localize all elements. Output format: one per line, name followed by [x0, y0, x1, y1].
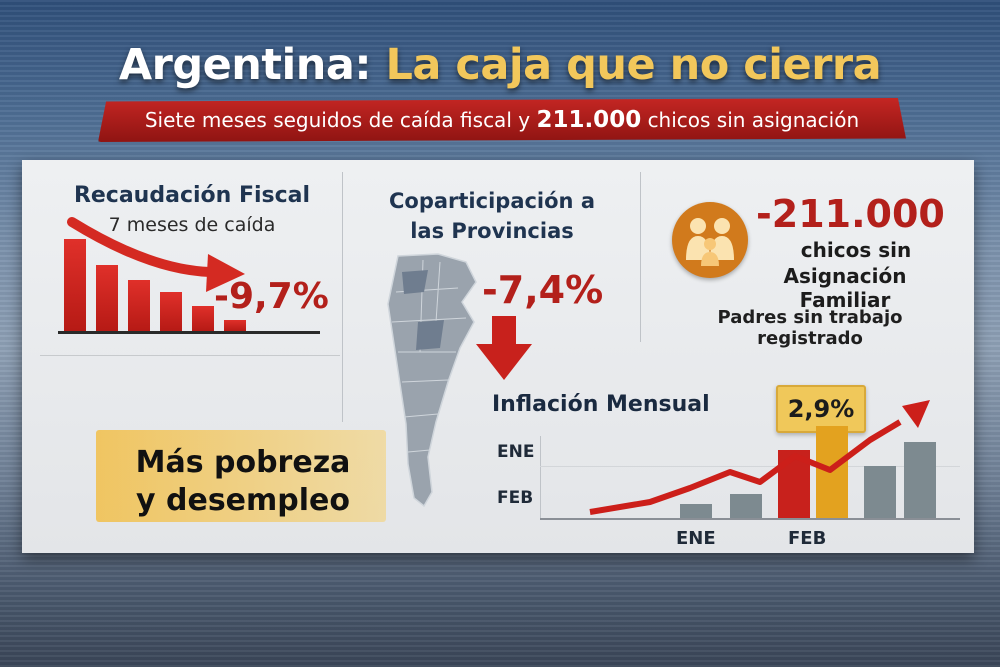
subtitle-pre: Siete meses seguidos de caída fiscal y: [144, 108, 531, 132]
chart-xtick-2: FEB: [788, 528, 827, 549]
subtitle-number: 211.000: [536, 107, 642, 133]
subtitle-banner: [98, 98, 906, 142]
chart-trend-arrowhead: [902, 400, 930, 428]
chart-highlight-badge: [776, 385, 866, 433]
recaudacion-bar: [224, 320, 246, 331]
chart-xtick-1: ENE: [676, 528, 716, 549]
asignacion-line1: chicos sin: [800, 238, 912, 262]
coparticipacion-title-line1: Coparticipación a: [389, 189, 595, 213]
coparticipacion-title: Coparticipación a las Provincias: [358, 186, 626, 246]
chart-gridline: [540, 466, 960, 467]
recaudacion-trend-arrow: [67, 217, 245, 292]
chart-ytick-2: FEB: [497, 488, 534, 508]
callout-text: Más pobreza y desempleo: [108, 444, 378, 520]
chart-y-axis: [540, 436, 541, 518]
chart-bar: [904, 442, 936, 518]
recaudacion-bar: [64, 239, 86, 331]
divider-3: [40, 355, 340, 356]
subtitle-post: chicos sin asignación: [647, 108, 860, 132]
recaudacion-bar: [96, 265, 118, 331]
divider-1: [342, 172, 343, 422]
title-headline: La caja que no cierra: [385, 40, 882, 90]
recaudacion-title: Recaudación Fiscal: [73, 183, 311, 208]
chart-bar: [730, 494, 762, 518]
asignacion-note: Padres sin trabajo registrado: [717, 307, 903, 349]
callout-line2: y desempleo: [136, 483, 350, 518]
recaudacion-bar: [128, 280, 150, 331]
divider-2: [640, 172, 641, 342]
recaudacion-bar: [192, 306, 214, 331]
callout-box: [96, 430, 386, 522]
chart-bar: [680, 504, 712, 518]
subtitle: Siete meses seguidos de caída fiscal y 2…: [98, 98, 906, 142]
chart-bar: [864, 466, 896, 518]
page-title: Argentina: La caja que no cierra: [0, 40, 1000, 90]
chart-ytick-1: ENE: [497, 442, 535, 462]
argentina-map: [387, 253, 477, 508]
chart-x-axis: [540, 518, 960, 520]
callout-line1: Más pobreza: [135, 445, 351, 480]
recaudacion-bar: [160, 292, 182, 331]
coparticipacion-value: -7,4%: [482, 268, 604, 312]
recaudacion-subtitle: 7 meses de caída: [108, 214, 276, 236]
down-arrow-icon: [476, 316, 532, 380]
chart-highlight-label: 2,9%: [787, 395, 855, 423]
recaudacion-baseline: [58, 331, 320, 334]
family-icon: [672, 202, 748, 278]
coparticipacion-title-line2: las Provincias: [410, 219, 574, 243]
chart-title: Inflación Mensual: [492, 392, 710, 417]
title-country: Argentina:: [118, 40, 372, 90]
chart-trend-line: [589, 400, 930, 515]
asignacion-line2: Asignación Familiar: [783, 264, 907, 312]
asignacion-value: -211.000: [756, 192, 945, 236]
recaudacion-value: -9,7%: [214, 276, 329, 317]
